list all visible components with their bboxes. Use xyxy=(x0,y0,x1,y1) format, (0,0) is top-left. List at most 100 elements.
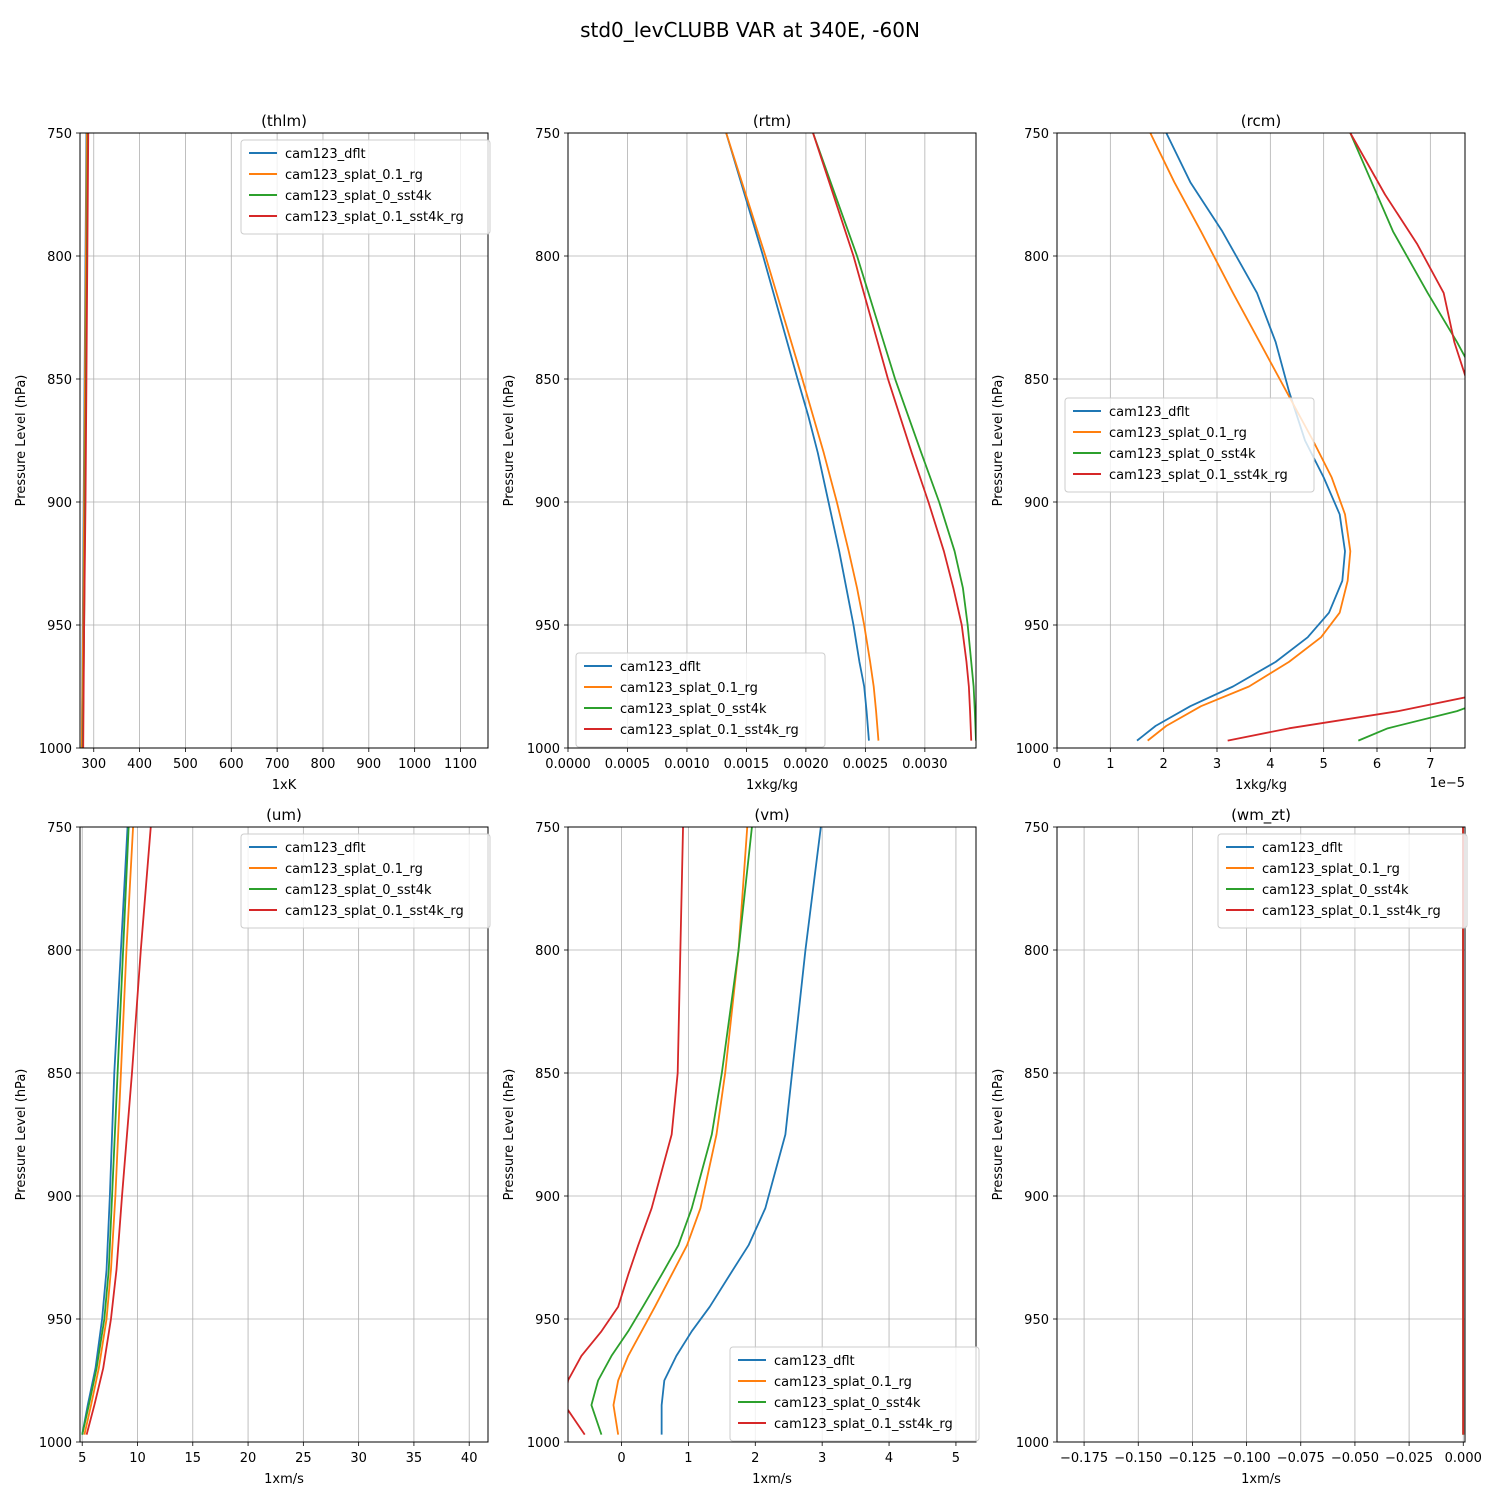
y-axis-label: Pressure Level (hPa) xyxy=(991,1069,1006,1201)
series-line-cam123_splat_0_sst4k xyxy=(590,827,753,1435)
y-tick-label: 750 xyxy=(47,821,72,836)
series-line-cam123_dflt xyxy=(660,827,822,1435)
y-tick-label: 750 xyxy=(535,127,560,142)
series-line-cam123_splat_0.1_sst4k_rg xyxy=(1227,133,1465,742)
x-axis-label: 1xm/s xyxy=(264,1472,304,1487)
legend-label: cam123_dflt xyxy=(620,660,701,675)
y-tick-label: 1000 xyxy=(39,742,72,757)
series-line-cam123_splat_0_sst4k xyxy=(81,827,130,1435)
legend-label: cam123_splat_0.1_rg xyxy=(774,1375,912,1390)
y-axis-label: Pressure Level (hPa) xyxy=(14,1069,29,1201)
series-line-cam123_splat_0_sst4k xyxy=(812,133,976,741)
legend-label: cam123_splat_0_sst4k xyxy=(1262,883,1409,898)
x-tick-label: 7 xyxy=(1426,757,1434,772)
legend-label: cam123_dflt xyxy=(285,147,366,162)
series-line-cam123_splat_0.1_rg xyxy=(612,827,749,1435)
x-tick-label: 0.000 xyxy=(1445,1451,1482,1466)
x-tick-label: 5 xyxy=(952,1451,960,1466)
x-tick-label: 0.0015 xyxy=(724,757,770,772)
series-line-cam123_splat_0.1_sst4k_rg xyxy=(812,133,973,741)
axes-frame xyxy=(79,132,489,749)
legend-label: cam123_splat_0.1_sst4k_rg xyxy=(285,210,464,225)
x-tick-label: 400 xyxy=(127,757,152,772)
chart-panel-4: 5 10 15 20 25 30 35 40 750 800 850 900 950 1000 (um) 1x… xyxy=(14,806,491,1487)
chart-panel-6: −0.175 −0.150 −0.125 −0.100 −0.075 −0.050 −0.0… xyxy=(991,806,1482,1487)
legend-box xyxy=(1217,833,1468,929)
series-line-cam123_splat_0.1_sst4k_rg xyxy=(568,827,684,1436)
legend: cam123_dflt cam123_splat_0.1_rg cam123_spl… xyxy=(575,652,826,748)
y-tick-label: 850 xyxy=(1024,373,1049,388)
y-tick-label: 750 xyxy=(1024,821,1049,836)
y-tick-label: 1000 xyxy=(1016,1436,1049,1451)
legend-label: cam123_splat_0.1_rg xyxy=(285,168,423,183)
x-tick-label: 500 xyxy=(173,757,198,772)
x-tick-label: −0.050 xyxy=(1331,1451,1379,1466)
x-axis-label: 1xm/s xyxy=(1241,1472,1281,1487)
legend-label: cam123_splat_0.1_rg xyxy=(285,862,423,877)
series-line-cam123_dflt xyxy=(1136,133,1346,742)
legend-label: cam123_dflt xyxy=(1262,841,1343,856)
series-line-cam123_splat_0.1_rg xyxy=(725,133,880,741)
y-axis-label: Pressure Level (hPa) xyxy=(502,1069,517,1201)
legend-label: cam123_splat_0.1_rg xyxy=(620,681,758,696)
x-tick-label: 700 xyxy=(265,757,290,772)
axes-frame xyxy=(79,826,489,1443)
y-tick-label: 900 xyxy=(535,1190,560,1205)
series-line-cam123_dflt xyxy=(725,133,870,741)
x-tick-label: 0.0010 xyxy=(664,757,710,772)
series-line-cam123_splat_0_sst4k xyxy=(1349,133,1465,742)
legend: cam123_dflt cam123_splat_0.1_rg cam123_spl… xyxy=(729,1346,980,1442)
y-tick-label: 850 xyxy=(47,1067,72,1082)
y-tick-label: 950 xyxy=(1024,619,1049,634)
x-tick-label: 0 xyxy=(617,1451,625,1466)
x-tick-label: 4 xyxy=(885,1451,893,1466)
legend-label: cam123_splat_0.1_sst4k_rg xyxy=(285,904,464,919)
legend: cam123_dflt cam123_splat_0.1_rg cam123_spl… xyxy=(240,139,491,235)
x-tick-label: 0 xyxy=(1053,757,1061,772)
series-line-cam123_splat_0.1_rg xyxy=(80,133,88,748)
x-tick-label: 10 xyxy=(129,1451,146,1466)
y-tick-label: 800 xyxy=(47,944,72,959)
y-tick-label: 950 xyxy=(1024,1313,1049,1328)
x-tick-label: −0.025 xyxy=(1385,1451,1433,1466)
y-tick-label: 1000 xyxy=(39,1436,72,1451)
legend-label: cam123_splat_0.1_sst4k_rg xyxy=(1109,468,1288,483)
x-tick-label: 25 xyxy=(295,1451,312,1466)
x-tick-label: 2 xyxy=(1160,757,1168,772)
y-tick-label: 1000 xyxy=(1016,742,1049,757)
legend: cam123_dflt cam123_splat_0.1_rg cam123_spl… xyxy=(1217,833,1468,929)
x-tick-label: 900 xyxy=(356,757,381,772)
y-tick-label: 950 xyxy=(535,619,560,634)
x-tick-label: 3 xyxy=(1213,757,1221,772)
x-tick-label: 4 xyxy=(1266,757,1274,772)
panel-title: (thlm) xyxy=(261,112,307,130)
y-tick-label: 800 xyxy=(47,250,72,265)
y-tick-label: 1000 xyxy=(527,1436,560,1451)
y-tick-label: 900 xyxy=(47,496,72,511)
y-tick-label: 850 xyxy=(47,373,72,388)
y-axis-label: Pressure Level (hPa) xyxy=(502,375,517,507)
legend-label: cam123_splat_0.1_rg xyxy=(1109,426,1247,441)
panel-title: (vm) xyxy=(754,806,789,824)
legend-box xyxy=(240,139,491,235)
x-tick-label: 600 xyxy=(219,757,244,772)
chart-panel-2: 0.0000 0.0005 0.0010 0.0015 0.0020 0.0025 0.00… xyxy=(502,112,977,793)
x-tick-label: 300 xyxy=(81,757,106,772)
series-lines xyxy=(80,133,90,748)
legend-box xyxy=(575,652,826,748)
series-line-cam123_splat_0.1_rg xyxy=(83,827,134,1435)
series-line-cam123_splat_0.1_sst4k_rg xyxy=(85,827,152,1435)
legend-box xyxy=(729,1346,980,1442)
legend-box xyxy=(240,833,491,929)
x-tick-label: 30 xyxy=(350,1451,367,1466)
chart-panel-5: 0 1 2 3 4 5 750 800 850 900 950 1000 (vm) 1xm/s Pressu… xyxy=(502,806,980,1487)
chart-panel-1: 300 400 500 600 700 800 900 1000 1100 750 800 850 90… xyxy=(14,112,491,793)
x-tick-label: 1000 xyxy=(398,757,431,772)
y-tick-label: 750 xyxy=(47,127,72,142)
legend-label: cam123_splat_0_sst4k xyxy=(774,1396,921,1411)
axes-frame xyxy=(1056,132,1466,749)
legend-label: cam123_splat_0_sst4k xyxy=(620,702,767,717)
x-tick-label: 5 xyxy=(1320,757,1328,772)
y-tick-label: 1000 xyxy=(527,742,560,757)
x-tick-label: 1 xyxy=(1106,757,1114,772)
